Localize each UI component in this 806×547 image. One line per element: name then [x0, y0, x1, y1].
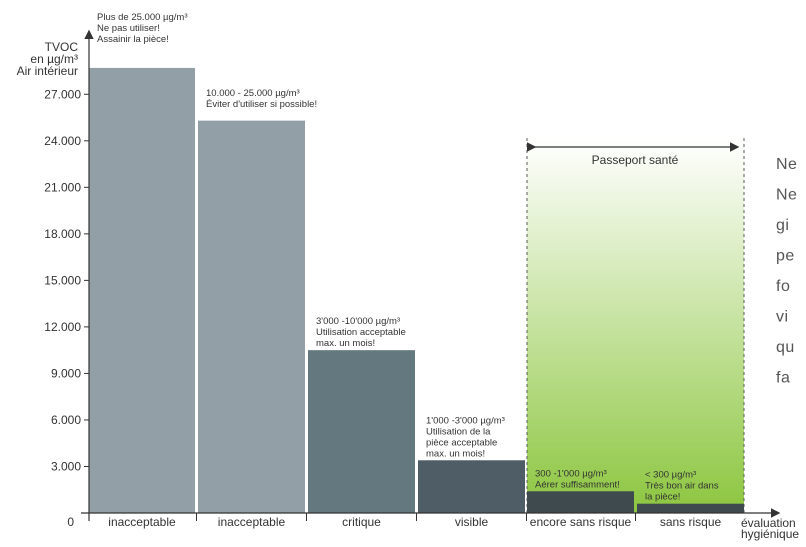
y-tick-label-9: 27.000: [44, 87, 81, 101]
side-text-line-4: pe: [776, 248, 795, 265]
y-tick-label-6: 18.000: [44, 227, 81, 241]
y-axis-label-line-1: TVOC: [45, 40, 79, 54]
side-text-line-2: Ne: [776, 187, 797, 204]
bar-5-annotation-line-2: Aérer suffisamment!: [535, 479, 620, 490]
origin-label: 0: [67, 515, 74, 529]
bar-6-annotation-line-2: Très bon air dans: [645, 481, 719, 492]
y-tick-label-7: 21.000: [44, 180, 81, 194]
axes-group: [81, 29, 781, 521]
y-tick-label-4: 12.000: [44, 320, 81, 334]
bar-1-annotation-line-3: Assainir la pièce!: [97, 34, 169, 45]
side-text-line-3: gi: [776, 217, 789, 234]
bar-1: [89, 67, 195, 513]
bar-4-annotation-line-3: pièce acceptable: [426, 437, 497, 448]
bar-4-annotation-line-4: max. un mois!: [426, 448, 485, 459]
y-tick-label-2: 6.000: [51, 413, 81, 427]
bars-group: [89, 67, 744, 513]
category-label-5: encore sans risque: [530, 515, 632, 529]
bar-4: [418, 460, 525, 513]
bar-6: [637, 503, 744, 513]
passport-zone: Passeport santé: [526, 138, 745, 513]
bar-5: [527, 491, 634, 513]
side-text-line-8: fa: [776, 370, 790, 387]
x-axis-label-line-1: évaluation: [741, 516, 796, 530]
side-text-line-5: fo: [776, 278, 790, 295]
y-tick-label-3: 9.000: [51, 366, 81, 380]
side-text-line-1: Ne: [776, 156, 797, 173]
y-tick-label-1: 3.000: [51, 459, 81, 473]
passport-label: Passeport santé: [592, 153, 679, 167]
category-label-2: inacceptable: [218, 515, 286, 529]
bar-4-annotation-line-2: Utilisation de la: [426, 426, 491, 437]
bar-2-annotation-line-2: Éviter d'utiliser si possible!: [206, 99, 317, 110]
category-label-3: critique: [342, 515, 381, 529]
bar-6-annotation-line-3: la pièce!: [645, 492, 680, 503]
bar-6-annotation-line-1: < 300 µg/m³: [645, 470, 696, 481]
bar-2: [198, 120, 305, 513]
bar-4-annotation-line-1: 1'000 -3'000 µg/m³: [426, 415, 505, 426]
bar-3-annotation-line-3: max. un mois!: [316, 338, 375, 349]
side-text-line-6: vi: [776, 309, 789, 326]
bar-3: [308, 350, 415, 513]
bar-1-annotation-line-1: Plus de 25.000 µg/m³: [97, 12, 188, 23]
category-label-4: visible: [455, 515, 489, 529]
bar-1-annotation-line-2: Ne pas utiliser!: [97, 23, 160, 34]
bar-3-annotation-line-1: 3'000 -10'000 µg/m³: [316, 316, 400, 327]
bar-2-annotation-line-1: 10.000 - 25.000 µg/m³: [206, 88, 300, 99]
side-text-line-7: qu: [776, 339, 795, 356]
y-axis-label-line-2: en µg/m³: [30, 52, 78, 66]
y-tick-label-8: 24.000: [44, 134, 81, 148]
category-label-6: sans risque: [660, 515, 722, 529]
y-tick-label-5: 15.000: [44, 273, 81, 287]
bar-5-annotation-line-1: 300 -1'000 µg/m³: [535, 468, 607, 479]
passport-zone-fill: [527, 138, 744, 513]
category-label-1: inacceptable: [108, 515, 176, 529]
bar-3-annotation-line-2: Utilisation acceptable: [316, 327, 406, 338]
x-axis-label-line-2: hygiénique: [741, 527, 799, 541]
y-axis-label-line-3: Air intérieur: [17, 64, 78, 78]
